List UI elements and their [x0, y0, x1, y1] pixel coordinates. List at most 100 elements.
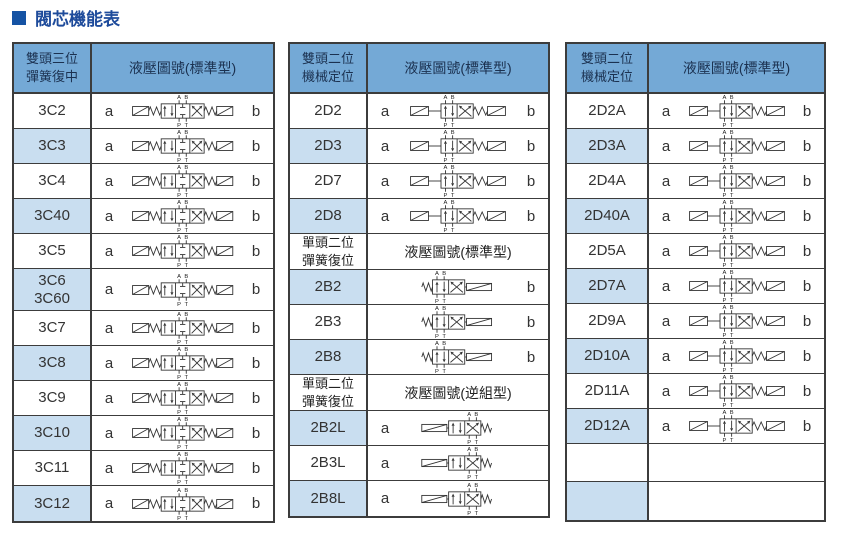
page-title: 閥芯機能表: [12, 5, 120, 30]
solenoid-label-b: b: [251, 354, 261, 372]
spool-code-line: 2B8: [314, 348, 342, 366]
spool-code-line: 3C8: [38, 354, 66, 372]
section-header-diagram-type: 液壓圖號(標準型): [404, 243, 512, 260]
spool-code: 3C11: [14, 451, 92, 485]
solenoid-label-b: b: [802, 417, 812, 435]
solenoid-label-a: a: [380, 102, 390, 120]
spool-code: 2B3L: [290, 446, 368, 480]
svg-text:P: P: [177, 123, 181, 128]
svg-text:P: P: [177, 193, 181, 198]
spool-code-line: 2B2: [314, 278, 342, 296]
spool-code: 3C7: [14, 311, 92, 345]
section-header-category-line: 彈簧復中: [25, 69, 78, 84]
section-header-category: 雙頭二位 機械定位: [567, 44, 649, 92]
svg-text:P: P: [177, 516, 181, 521]
svg-text:T: T: [184, 302, 188, 307]
spool-code-line: 3C40: [34, 207, 70, 225]
svg-text:A: A: [177, 382, 181, 388]
svg-text:B: B: [442, 306, 446, 312]
svg-text:A: A: [444, 165, 448, 171]
spool-code: 2D4A: [567, 164, 649, 198]
spool-code: 2D8: [290, 199, 368, 233]
solenoid-label-b: b: [251, 102, 261, 120]
spool-code: 2B3: [290, 305, 368, 339]
svg-text:T: T: [451, 123, 455, 128]
spool-code-line: 3C9: [38, 389, 66, 407]
svg-text:T: T: [184, 375, 188, 380]
solenoid-label-a: a: [104, 389, 114, 407]
spool-code: 3C6 3C60: [14, 269, 92, 310]
spool-code: 2D9A: [567, 304, 649, 338]
svg-text:T: T: [184, 123, 188, 128]
spool-code-line: 3C10: [34, 424, 70, 442]
section-header-diagram-type: 液壓圖號(標準型): [128, 60, 237, 76]
spool-code-line: 2D11A: [584, 382, 630, 400]
section-header-row: 單頭二位 彈簧復位 液壓圖號(標準型): [290, 234, 548, 270]
svg-text:B: B: [184, 200, 188, 206]
svg-text:P: P: [468, 511, 472, 516]
section-header-category-line: 機械定位: [301, 69, 354, 84]
spool-code: 3C12: [14, 486, 92, 521]
spool-code-line: 2D3A: [588, 137, 626, 155]
solenoid-label-a: a: [661, 207, 671, 225]
svg-text:T: T: [184, 480, 188, 485]
svg-text:T: T: [729, 193, 733, 198]
solenoid-label-b: b: [251, 424, 261, 442]
svg-text:B: B: [184, 452, 188, 458]
svg-text:B: B: [729, 375, 733, 381]
spool-code: 2D10A: [567, 339, 649, 373]
spool-code: 2B2L: [290, 411, 368, 445]
svg-text:B: B: [729, 165, 733, 171]
page-title-text: 閥芯機能表: [35, 10, 120, 29]
section-header-category-line: 彈簧復位: [301, 393, 354, 409]
svg-text:T: T: [729, 298, 733, 303]
svg-text:T: T: [475, 475, 479, 480]
solenoid-label-a: a: [661, 102, 671, 120]
spool-code: 2B8L: [290, 481, 368, 516]
svg-text:A: A: [468, 447, 472, 453]
section-header-row: 雙頭二位 機械定位 液壓圖號(標準型): [567, 44, 824, 94]
svg-text:A: A: [177, 95, 181, 101]
solenoid-label-b: b: [251, 172, 261, 190]
svg-text:A: A: [435, 271, 439, 277]
svg-text:B: B: [475, 412, 479, 418]
spool-code: 2D11A: [567, 374, 649, 408]
svg-text:P: P: [722, 438, 726, 443]
diagram-cell: [649, 444, 824, 481]
solenoid-label-a: a: [380, 419, 390, 437]
svg-text:P: P: [722, 298, 726, 303]
solenoid-label-b: b: [526, 348, 536, 366]
svg-text:T: T: [729, 123, 733, 128]
spool-code-line: 2D9A: [588, 312, 626, 330]
svg-text:A: A: [722, 340, 726, 346]
svg-text:A: A: [177, 452, 181, 458]
svg-text:A: A: [177, 200, 181, 206]
svg-text:B: B: [729, 270, 733, 276]
spool-code: 2B8: [290, 340, 368, 374]
svg-text:B: B: [184, 235, 188, 241]
svg-text:T: T: [184, 158, 188, 163]
spool-code: 2D2: [290, 94, 368, 128]
svg-text:P: P: [177, 158, 181, 163]
solenoid-label-a: a: [104, 137, 114, 155]
svg-text:B: B: [442, 341, 446, 347]
spool-code: 3C5: [14, 234, 92, 268]
svg-text:P: P: [444, 158, 448, 163]
svg-text:P: P: [722, 333, 726, 338]
